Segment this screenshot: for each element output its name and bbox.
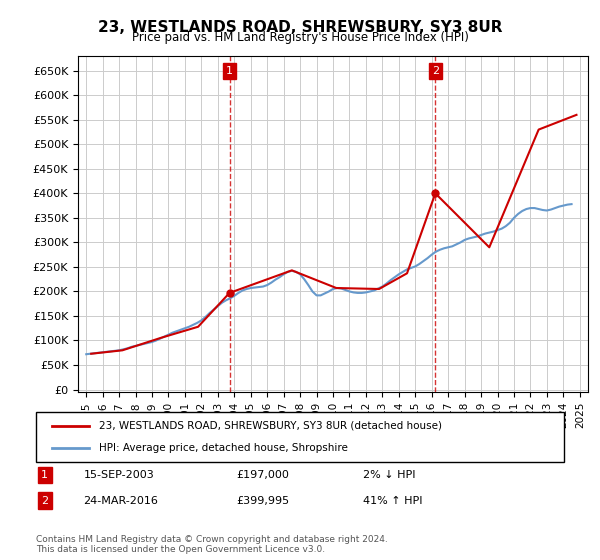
- Text: Price paid vs. HM Land Registry's House Price Index (HPI): Price paid vs. HM Land Registry's House …: [131, 31, 469, 44]
- Text: Contains HM Land Registry data © Crown copyright and database right 2024.
This d: Contains HM Land Registry data © Crown c…: [36, 535, 388, 554]
- Text: 2: 2: [432, 66, 439, 76]
- Text: 23, WESTLANDS ROAD, SHREWSBURY, SY3 8UR: 23, WESTLANDS ROAD, SHREWSBURY, SY3 8UR: [98, 20, 502, 35]
- Point: [431, 189, 440, 198]
- Text: 24-MAR-2016: 24-MAR-2016: [83, 496, 158, 506]
- Text: 2% ↓ HPI: 2% ↓ HPI: [364, 470, 416, 480]
- Text: 23, WESTLANDS ROAD, SHREWSBURY, SY3 8UR (detached house): 23, WESTLANDS ROAD, SHREWSBURY, SY3 8UR …: [100, 421, 442, 431]
- Text: 15-SEP-2003: 15-SEP-2003: [83, 470, 154, 480]
- Text: 1: 1: [41, 470, 48, 480]
- Text: HPI: Average price, detached house, Shropshire: HPI: Average price, detached house, Shro…: [100, 443, 348, 453]
- Text: £399,995: £399,995: [236, 496, 290, 506]
- Text: 1: 1: [226, 66, 233, 76]
- Text: 2: 2: [41, 496, 49, 506]
- Text: 41% ↑ HPI: 41% ↑ HPI: [364, 496, 423, 506]
- FancyBboxPatch shape: [36, 412, 564, 462]
- Point: [225, 288, 235, 297]
- Text: £197,000: £197,000: [236, 470, 290, 480]
